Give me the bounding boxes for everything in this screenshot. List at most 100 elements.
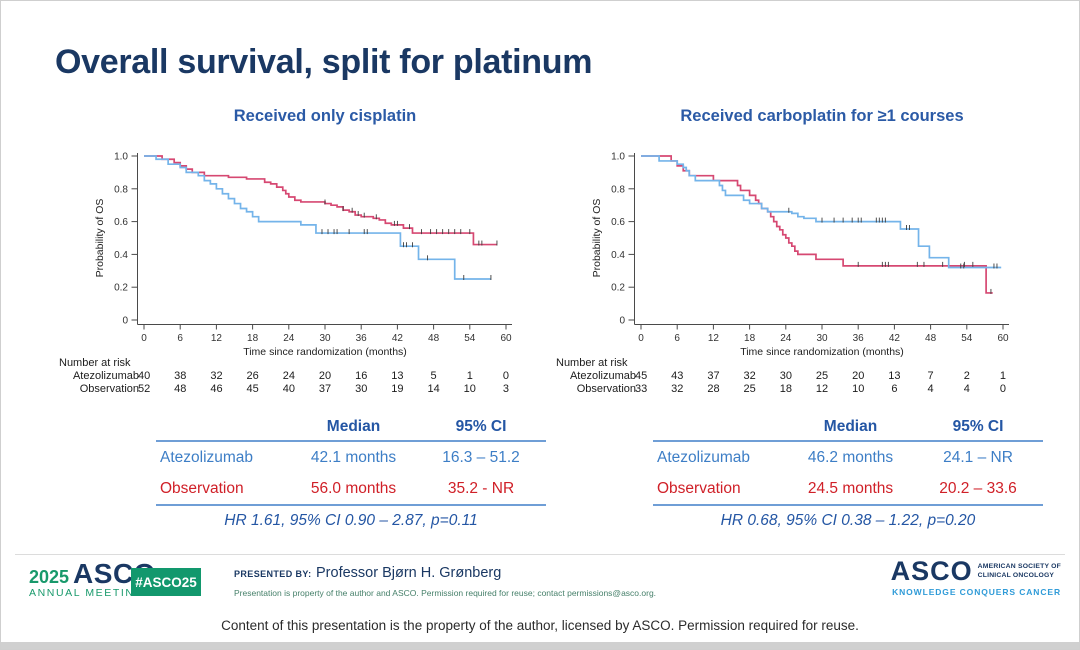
stats-row-atezolizumab: Atezolizumab 46.2 months 24.1 – NR [657, 448, 1013, 466]
svg-text:0: 0 [638, 333, 644, 344]
svg-text:42: 42 [392, 333, 404, 344]
km-curve-observation [144, 155, 497, 246]
risk-table-header: Number at risk [59, 357, 131, 369]
svg-text:24: 24 [283, 333, 295, 344]
risk-count: 19 [391, 383, 404, 395]
risk-count: 26 [246, 370, 259, 382]
risk-row-label: Atezolizumab [72, 370, 139, 382]
svg-text:0.2: 0.2 [611, 283, 625, 294]
risk-counts: 45 43 37 32 30 25 20 13 7 2 1 [623, 370, 1021, 382]
risk-counts: 52 48 46 45 40 37 30 19 14 10 3 [126, 383, 524, 395]
table-rule [156, 440, 546, 442]
risk-count: 7 [927, 370, 934, 382]
risk-row-label: Observation [576, 383, 636, 395]
presenter-name: Professor Bjørn H. Grønberg [316, 565, 502, 581]
svg-text:1.0: 1.0 [114, 152, 128, 163]
stats-table-header: Median 95% CI [156, 414, 546, 440]
svg-text:0.6: 0.6 [114, 217, 128, 228]
risk-count: 18 [779, 383, 792, 395]
risk-count: 40 [137, 370, 151, 382]
panel-title: Received carboplatin for ≥1 courses [680, 107, 964, 125]
svg-text:0: 0 [141, 333, 147, 344]
stats-table: Median 95% CI Atezolizumab 46.2 months 2… [653, 414, 1043, 535]
col-header-ci: 95% CI [952, 418, 1004, 435]
risk-count: 45 [634, 370, 648, 382]
risk-counts: 33 32 28 25 18 12 10 6 4 4 0 [623, 383, 1021, 395]
risk-count: 14 [427, 383, 440, 395]
svg-text:48: 48 [428, 333, 440, 344]
risk-count: 32 [671, 383, 684, 395]
svg-text:60: 60 [500, 333, 512, 344]
logo-asco-text: ASCO [890, 556, 973, 586]
km-curve-atezolizumab [641, 155, 1002, 269]
risk-count: 13 [391, 370, 404, 382]
risk-count: 52 [137, 383, 151, 395]
risk-count: 5 [430, 370, 437, 382]
society-name: AMERICAN SOCIETY OF CLINICAL ONCOLOGY [977, 562, 1061, 579]
risk-count: 10 [852, 383, 865, 395]
logo-annual-meeting: ANNUAL MEETING [29, 587, 145, 599]
chart-panel-cisplatin: Received only cisplatin 0 0.2 0.4 0.6 0.8 1.0… [41, 1, 561, 546]
svg-text:54: 54 [464, 333, 476, 344]
risk-table-header: Number at risk [556, 357, 628, 369]
permission-note: Presentation is property of the author a… [234, 588, 657, 598]
risk-count: 30 [355, 383, 368, 395]
risk-count: 3 [502, 383, 510, 395]
svg-text:24: 24 [780, 333, 792, 344]
col-header-median: Median [326, 418, 381, 435]
col-header-median: Median [823, 418, 878, 435]
window-bottom-edge [1, 642, 1079, 649]
svg-text:0.4: 0.4 [611, 250, 625, 261]
risk-row-observation: Observation 33 32 28 25 18 12 10 6 4 4 0 [538, 383, 1058, 396]
svg-text:12: 12 [708, 333, 720, 344]
risk-row-label: Observation [79, 383, 139, 395]
svg-text:12: 12 [211, 333, 223, 344]
risk-count: 40 [282, 383, 295, 395]
stats-row-observation: Observation 56.0 months 35.2 - NR [160, 479, 515, 497]
risk-count: 16 [355, 370, 368, 382]
risk-row-label: Atezolizumab [569, 370, 636, 382]
svg-text:Time since randomization (mont: Time since randomization (months) [740, 346, 904, 358]
km-plot-cisplatin: 0 0.2 0.4 0.6 0.8 1.0 0 6 12 18 24 30 36 42 48 54 60 Time… [94, 152, 512, 358]
svg-text:0.2: 0.2 [114, 283, 128, 294]
svg-text:6: 6 [177, 333, 183, 344]
risk-row-atezolizumab: Atezolizumab 45 43 37 32 30 25 20 13 7 2 1 [538, 370, 1058, 383]
risk-count: 0 [999, 383, 1007, 395]
svg-text:30: 30 [319, 333, 331, 344]
svg-text:0.6: 0.6 [611, 217, 625, 228]
table-rule [653, 504, 1043, 506]
risk-row-atezolizumab: Atezolizumab 40 38 32 26 24 20 16 13 5 1 0 [41, 370, 561, 383]
risk-row-observation: Observation 52 48 46 45 40 37 30 19 14 10 3 [41, 383, 561, 396]
risk-count: 24 [282, 370, 295, 382]
svg-text:30: 30 [816, 333, 828, 344]
km-plot-carboplatin: 0 0.2 0.4 0.6 0.8 1.0 0 6 12 18 24 30 36 42 48 54 60 Time… [591, 152, 1009, 358]
hazard-ratio-line: HR 0.68, 95% CI 0.38 – 1.22, p=0.20 [720, 512, 976, 529]
risk-count: 48 [174, 383, 187, 395]
km-curve-observation [641, 155, 993, 294]
risk-count: 43 [671, 370, 684, 382]
risk-count: 0 [502, 370, 510, 382]
svg-text:1.0: 1.0 [611, 152, 625, 163]
risk-counts: 40 38 32 26 24 20 16 13 5 1 0 [126, 370, 524, 382]
footer-divider [15, 554, 1065, 555]
svg-text:48: 48 [925, 333, 937, 344]
hashtag-badge: #ASCO25 [131, 568, 201, 596]
risk-count: 4 [927, 383, 934, 395]
risk-count: 20 [318, 370, 332, 382]
svg-text:18: 18 [744, 333, 756, 344]
table-rule [653, 440, 1043, 442]
svg-text:Probability of OS: Probability of OS [94, 199, 106, 278]
risk-count: 33 [634, 383, 648, 395]
svg-text:42: 42 [889, 333, 901, 344]
stats-row-observation: Observation 24.5 months 20.2 – 33.6 [657, 479, 1017, 497]
stats-table: Median 95% CI Atezolizumab 42.1 months 1… [156, 414, 546, 535]
risk-count: 37 [318, 383, 332, 395]
risk-count: 6 [891, 383, 898, 395]
panel-title: Received only cisplatin [233, 107, 417, 125]
svg-text:54: 54 [961, 333, 973, 344]
table-rule [156, 504, 546, 506]
asco-society-logo: ASCO AMERICAN SOCIETY OF CLINICAL ONCOLO… [890, 556, 1061, 598]
svg-text:0.8: 0.8 [611, 184, 625, 195]
slide-title: Overall survival, split for platinum [55, 43, 593, 81]
